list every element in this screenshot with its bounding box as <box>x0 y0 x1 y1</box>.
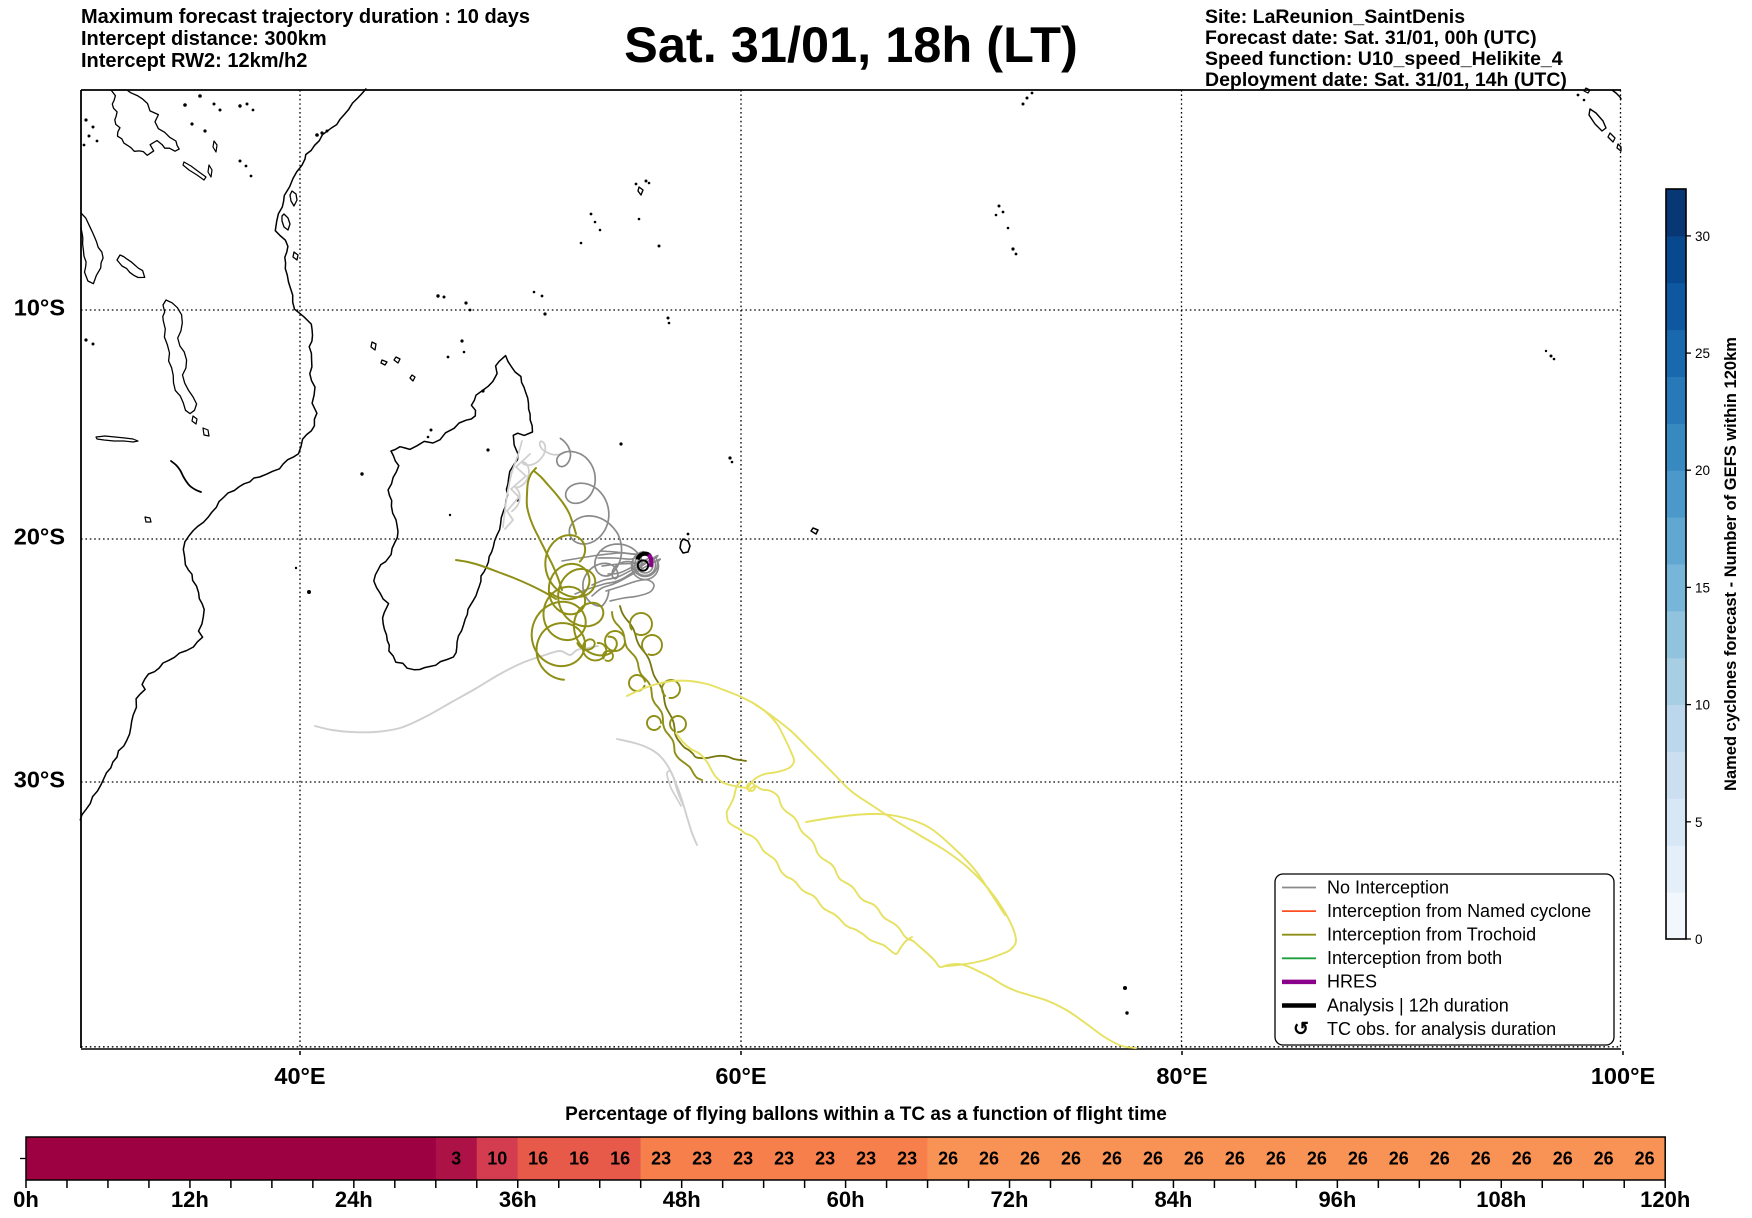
svg-text:60°E: 60°E <box>715 1063 766 1089</box>
svg-text:26: 26 <box>1266 1149 1286 1169</box>
svg-text:Intercept RW2: 12km/h2: Intercept RW2: 12km/h2 <box>81 50 307 72</box>
svg-text:Analysis | 12h duration: Analysis | 12h duration <box>1327 995 1509 1015</box>
svg-text:16: 16 <box>569 1149 589 1169</box>
svg-text:120h: 120h <box>1640 1187 1690 1212</box>
svg-text:30: 30 <box>1695 229 1710 244</box>
svg-text:Sat. 31/01, 18h (LT): Sat. 31/01, 18h (LT) <box>624 16 1078 73</box>
svg-text:26: 26 <box>1225 1149 1245 1169</box>
svg-text:10: 10 <box>487 1149 507 1169</box>
svg-text:No Interception: No Interception <box>1327 877 1449 897</box>
svg-text:36h: 36h <box>499 1187 537 1212</box>
svg-text:72h: 72h <box>991 1187 1029 1212</box>
svg-text:Interception from both: Interception from both <box>1327 948 1502 968</box>
svg-text:26: 26 <box>1635 1149 1655 1169</box>
svg-text:84h: 84h <box>1154 1187 1192 1212</box>
svg-text:60h: 60h <box>827 1187 865 1212</box>
svg-text:Interception from Named cyclon: Interception from Named cyclone <box>1327 901 1591 921</box>
svg-text:10: 10 <box>1695 698 1710 713</box>
svg-text:26: 26 <box>1471 1149 1491 1169</box>
svg-text:26: 26 <box>979 1149 999 1169</box>
svg-text:48h: 48h <box>663 1187 701 1212</box>
svg-text:26: 26 <box>1553 1149 1573 1169</box>
svg-text:23: 23 <box>733 1149 753 1169</box>
svg-text:96h: 96h <box>1318 1187 1356 1212</box>
svg-text:24h: 24h <box>335 1187 373 1212</box>
svg-text:26: 26 <box>1594 1149 1614 1169</box>
svg-text:0: 0 <box>1695 932 1703 947</box>
svg-text:Deployment date: Sat. 31/01, 1: Deployment date: Sat. 31/01, 14h (UTC) <box>1205 69 1567 91</box>
svg-text:23: 23 <box>897 1149 917 1169</box>
svg-text:26: 26 <box>1061 1149 1081 1169</box>
svg-text:Forecast date: Sat. 31/01, 00h: Forecast date: Sat. 31/01, 00h (UTC) <box>1205 27 1537 49</box>
svg-text:26: 26 <box>1348 1149 1368 1169</box>
svg-text:26: 26 <box>1430 1149 1450 1169</box>
svg-text:108h: 108h <box>1476 1187 1526 1212</box>
svg-text:3: 3 <box>451 1149 461 1169</box>
svg-text:16: 16 <box>528 1149 548 1169</box>
svg-text:0h: 0h <box>13 1187 39 1212</box>
svg-text:26: 26 <box>938 1149 958 1169</box>
svg-text:23: 23 <box>651 1149 671 1169</box>
svg-text:20: 20 <box>1695 463 1710 478</box>
svg-text:Maximum forecast trajectory du: Maximum forecast trajectory duration : 1… <box>81 6 530 28</box>
svg-text:↺: ↺ <box>1293 1019 1309 1040</box>
svg-text:26: 26 <box>1389 1149 1409 1169</box>
svg-text:Site: LaReunion_SaintDenis: Site: LaReunion_SaintDenis <box>1205 6 1465 28</box>
svg-text:40°E: 40°E <box>274 1063 325 1089</box>
svg-text:Interception from Trochoid: Interception from Trochoid <box>1327 925 1536 945</box>
svg-text:80°E: 80°E <box>1156 1063 1207 1089</box>
svg-text:HRES: HRES <box>1327 972 1377 992</box>
svg-text:12h: 12h <box>171 1187 209 1212</box>
svg-text:TC obs. for analysis duration: TC obs. for analysis duration <box>1327 1019 1556 1039</box>
svg-text:100°E: 100°E <box>1591 1063 1655 1089</box>
svg-text:25: 25 <box>1695 346 1710 361</box>
svg-text:5: 5 <box>1695 815 1703 830</box>
svg-text:23: 23 <box>815 1149 835 1169</box>
svg-text:26: 26 <box>1307 1149 1327 1169</box>
svg-text:Intercept distance: 300km: Intercept distance: 300km <box>81 28 327 50</box>
svg-text:16: 16 <box>610 1149 630 1169</box>
svg-text:26: 26 <box>1020 1149 1040 1169</box>
svg-text:30°S: 30°S <box>14 767 65 793</box>
svg-text:26: 26 <box>1512 1149 1532 1169</box>
svg-text:15: 15 <box>1695 580 1710 595</box>
svg-text:23: 23 <box>774 1149 794 1169</box>
svg-text:26: 26 <box>1143 1149 1163 1169</box>
svg-text:Named cyclones forecast - Numb: Named cyclones forecast - Number of GEFS… <box>1722 337 1740 791</box>
svg-text:26: 26 <box>1184 1149 1204 1169</box>
svg-text:10°S: 10°S <box>14 295 65 321</box>
svg-text:23: 23 <box>692 1149 712 1169</box>
svg-text:Speed function: U10_speed_Heli: Speed function: U10_speed_Helikite_4 <box>1205 48 1563 70</box>
svg-text:23: 23 <box>856 1149 876 1169</box>
svg-text:26: 26 <box>1102 1149 1122 1169</box>
svg-text:Percentage of flying ballons w: Percentage of flying ballons within a TC… <box>565 1104 1167 1125</box>
svg-text:20°S: 20°S <box>14 524 65 550</box>
